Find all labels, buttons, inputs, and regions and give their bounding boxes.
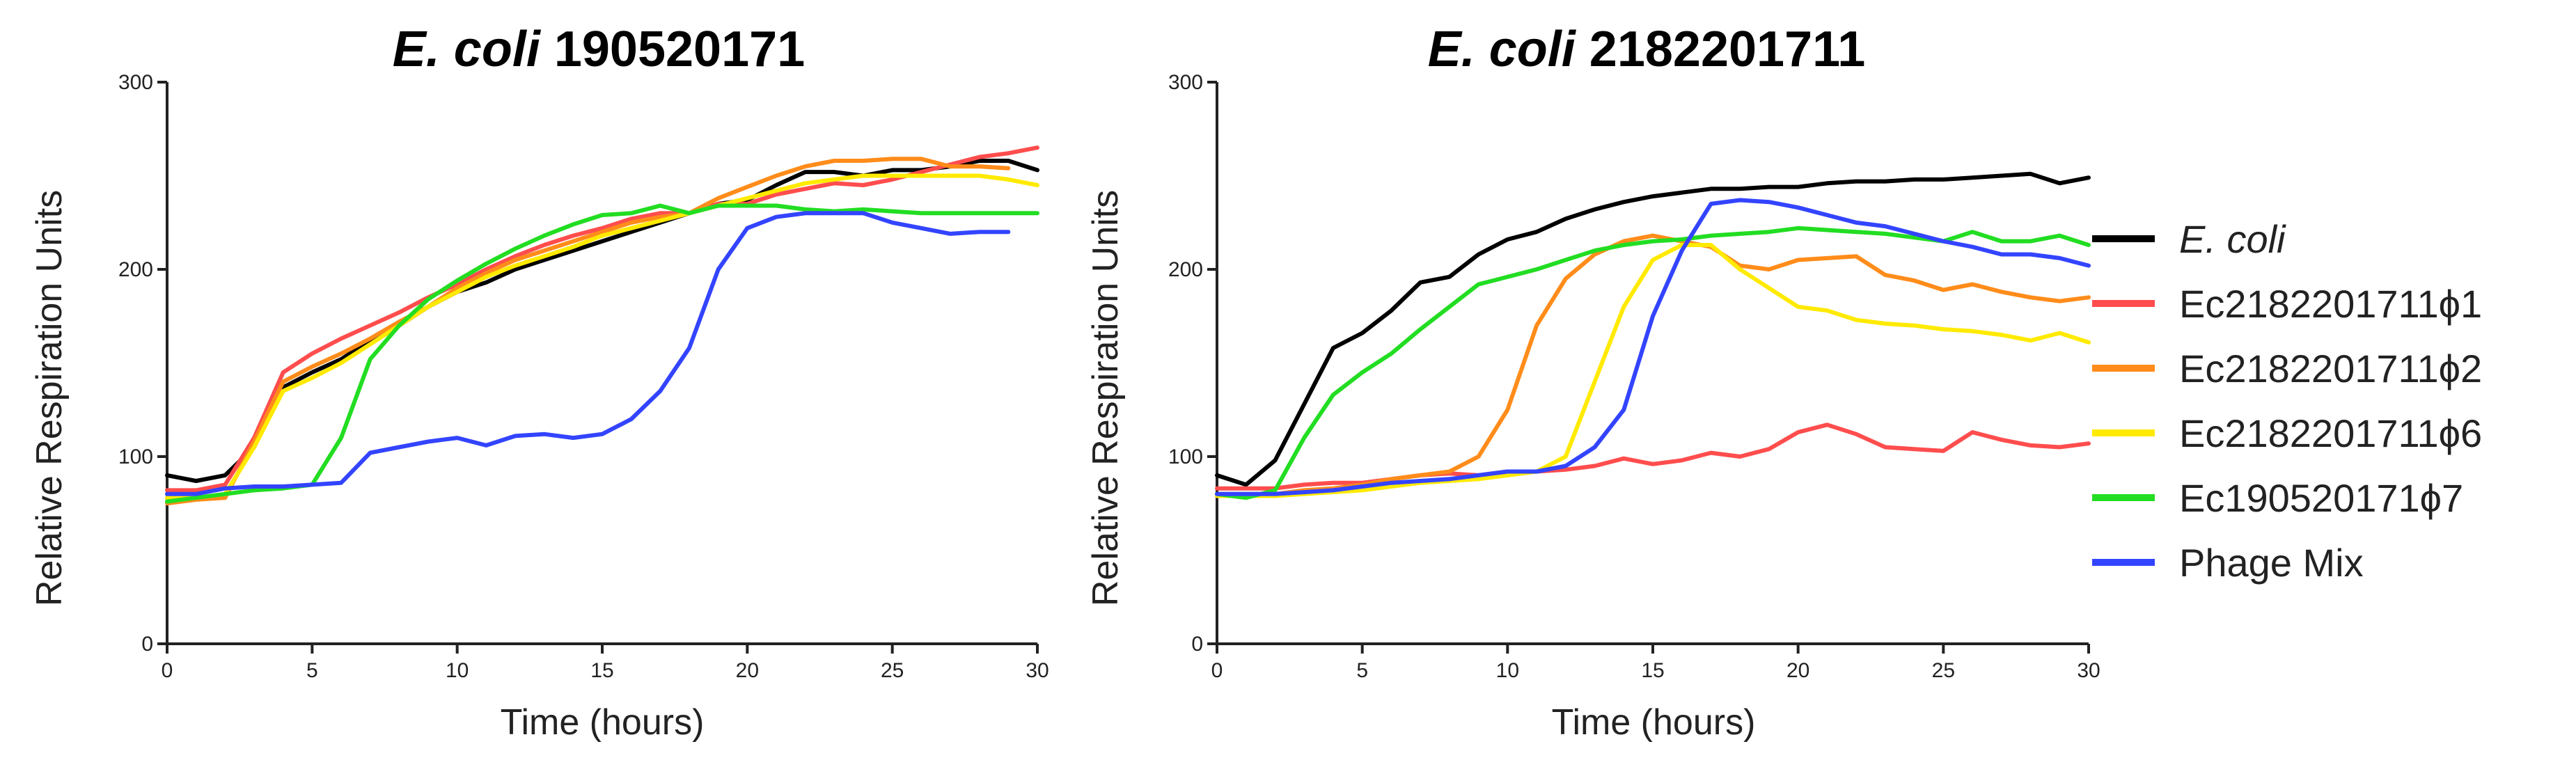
y-axis-label-left: Relative Respiration Units [29, 190, 70, 606]
y-tick-label: 100 [1168, 445, 1203, 468]
series-line-right-3 [1215, 243, 2091, 498]
x-tick-label: 25 [1932, 659, 1955, 682]
chart-title-left: E. coli 190520171 [393, 22, 805, 77]
legend-label-2: Ec2182201711ϕ2 [2179, 347, 2482, 390]
series-line-right-4 [1215, 226, 2091, 500]
series-line-left-1 [165, 145, 1039, 493]
x-tick-label: 0 [162, 659, 173, 682]
y-tick-label: 300 [1168, 71, 1203, 94]
legend-label-4: Ec190520171ϕ7 [2179, 476, 2463, 520]
x-tick-label: 15 [1641, 659, 1664, 682]
chart-title-right: E. coli 2182201711 [1428, 22, 1866, 77]
x-tick-label: 10 [446, 659, 469, 682]
y-tick-label: 0 [141, 633, 153, 656]
x-axis-label-right: Time (hours) [1552, 702, 1756, 743]
x-tick-label: 20 [736, 659, 759, 682]
chart-panel-left: E. coli 190520171 Relative Respiration U… [29, 22, 1049, 743]
x-tick-label: 10 [1496, 659, 1519, 682]
x-tick-label: 5 [1356, 659, 1368, 682]
legend-label-5: Phage Mix [2179, 541, 2364, 585]
series-line-right-1 [1215, 422, 2091, 491]
x-axis-label-left: Time (hours) [501, 702, 705, 743]
series-line-left-4 [165, 203, 1039, 504]
legend: E. coli Ec2182201711ϕ1 Ec2182201711ϕ2 Ec218… [2092, 217, 2482, 585]
series-line-right-2 [1215, 233, 2091, 496]
y-tick-label: 0 [1191, 633, 1203, 656]
series-line-left-5 [165, 211, 1011, 496]
x-tick-label: 30 [1026, 659, 1049, 682]
legend-label-3: Ec2182201711ϕ6 [2179, 411, 2482, 455]
series-line-left-0 [165, 159, 1039, 483]
legend-label-0: E. coli [2179, 217, 2286, 261]
y-tick-label: 200 [118, 258, 153, 281]
series-line-left-3 [165, 173, 1039, 500]
y-tick-label: 300 [118, 71, 153, 94]
x-tick-label: 30 [2077, 659, 2100, 682]
x-tick-label: 20 [1786, 659, 1809, 682]
y-tick-label: 200 [1168, 258, 1203, 281]
x-tick-label: 0 [1211, 659, 1223, 682]
x-tick-label: 5 [306, 659, 318, 682]
x-tick-label: 15 [590, 659, 613, 682]
x-tick-label: 25 [881, 659, 904, 682]
series-line-right-0 [1215, 171, 2091, 487]
series-line-right-5 [1215, 198, 2091, 496]
chart-panel-right: E. coli 2182201711 Relative Respiration … [1085, 22, 2100, 743]
y-tick-label: 100 [118, 445, 153, 468]
y-axis-label-right: Relative Respiration Units [1085, 190, 1126, 606]
legend-label-1: Ec2182201711ϕ1 [2179, 282, 2482, 326]
series-line-left-2 [165, 157, 1011, 506]
